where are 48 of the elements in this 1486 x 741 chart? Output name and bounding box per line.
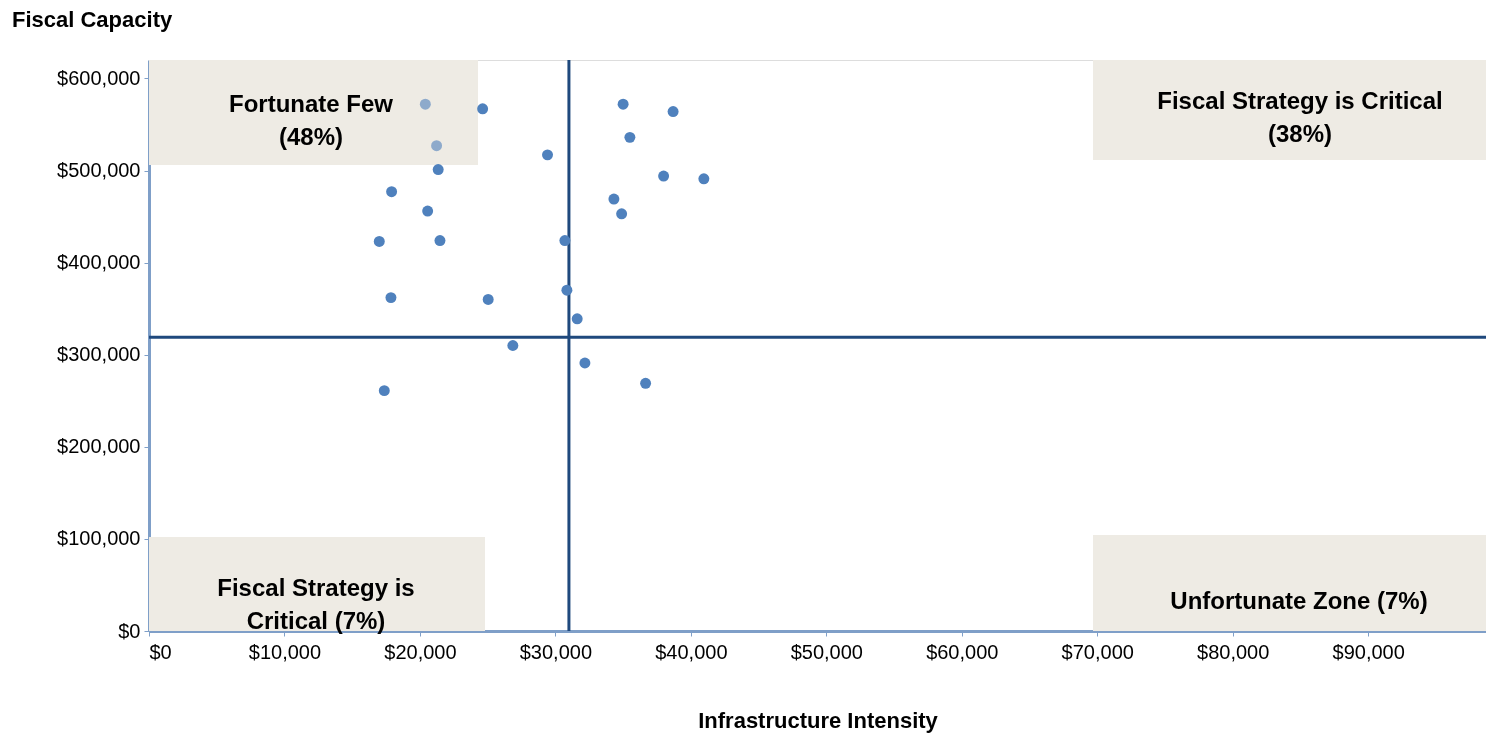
- point: [616, 208, 628, 220]
- annotation: Unfortunate Zone (7%): [1170, 587, 1428, 614]
- y-tick-label: $400,000: [57, 251, 141, 274]
- x-tick-label: $10,000: [248, 640, 322, 663]
- point: [385, 292, 397, 304]
- y-tick-label: $300,000: [57, 343, 141, 366]
- y-tick-label: $200,000: [57, 435, 141, 458]
- point: [608, 193, 620, 205]
- point: [386, 186, 398, 198]
- point: [561, 284, 573, 296]
- y-tick-label: $0: [118, 619, 141, 642]
- point: [571, 313, 583, 325]
- x-tick-label: $0: [149, 640, 172, 663]
- x-tick-label: $60,000: [926, 640, 999, 663]
- point: [419, 98, 431, 110]
- point: [698, 173, 710, 185]
- point: [431, 140, 443, 152]
- annotation: Fiscal Strategy is Critical (38%): [1157, 87, 1443, 147]
- point: [658, 170, 670, 182]
- point: [507, 340, 519, 351]
- point: [640, 377, 652, 389]
- point: [373, 235, 385, 247]
- point: [378, 385, 390, 397]
- point: [482, 293, 494, 305]
- point: [579, 357, 591, 369]
- point: [559, 235, 571, 246]
- x-tick-label: $20,000: [384, 640, 457, 663]
- point: [432, 164, 444, 176]
- x-tick-label: $30,000: [519, 640, 593, 663]
- x-tick-label: $80,000: [1197, 640, 1270, 663]
- point: [542, 149, 553, 161]
- y-tick-label: $500,000: [57, 159, 141, 182]
- x-axis-title: Infrastructure Intensity: [698, 707, 939, 733]
- point: [617, 98, 629, 110]
- point: [624, 131, 636, 143]
- y-tick-label: $100,000: [57, 527, 141, 550]
- x-tick-label: $40,000: [655, 640, 728, 663]
- y-axis-title: Fiscal Capacity: [12, 7, 173, 32]
- point: [667, 106, 679, 118]
- x-tick-label: $70,000: [1061, 640, 1134, 663]
- y-tick-label: $600,000: [57, 66, 141, 89]
- point: [434, 235, 446, 246]
- annotation: Fortunate Few (48%): [228, 90, 394, 150]
- x-tick-label: $50,000: [790, 640, 863, 663]
- annotation: Fiscal Strategy is Critical (7%): [217, 574, 415, 634]
- point: [477, 103, 489, 115]
- point: [422, 205, 434, 217]
- x-tick-label: $90,000: [1332, 640, 1405, 663]
